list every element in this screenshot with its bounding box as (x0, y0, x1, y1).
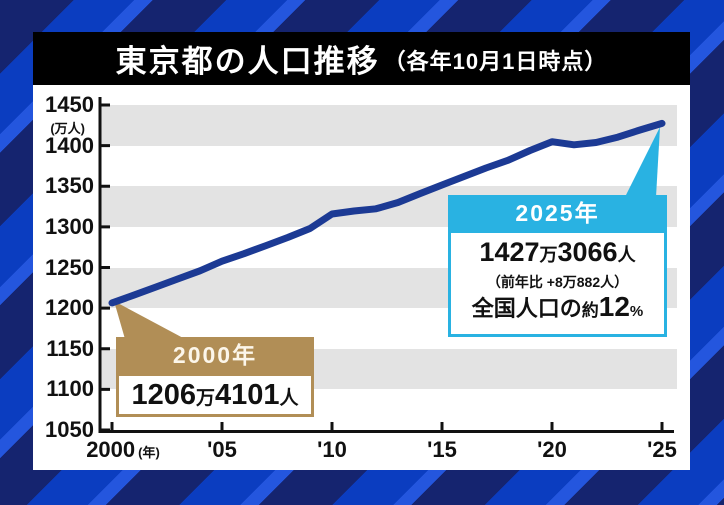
x-axis-ticks (110, 422, 664, 431)
x-tick-text: 2000 (86, 437, 136, 462)
callout-2025-year: 2025年 (448, 195, 667, 230)
y-axis-ticks (100, 103, 110, 432)
y-tick-label: 1400 (45, 132, 94, 158)
callout-2025-unit2: 人 (617, 245, 636, 265)
x-tick-label: '10 (317, 437, 347, 463)
callout-2025-body: 1427万3066人 （前年比 +8万882人） 全国人口の約12% (448, 230, 667, 337)
population-line-chart (98, 97, 674, 433)
callout-2025-num2: 3066 (557, 237, 618, 267)
callout-2000-value: 1206万4101人 (116, 373, 314, 417)
callout-2000: 2000年 1206万4101人 (116, 337, 314, 417)
page-subtitle: （各年10月1日時点） (383, 49, 608, 74)
y-tick-label: 1150 (46, 335, 94, 361)
callout-2000-num2: 4101 (215, 379, 280, 411)
x-tick-text: '10 (317, 437, 347, 462)
callout-2025-share-prefix: 全国人口の (471, 296, 582, 321)
y-tick-label: 1350 (45, 173, 94, 199)
y-tick-label: 1300 (45, 213, 94, 239)
x-tick-text: '25 (647, 437, 677, 462)
callout-2000-year: 2000年 (116, 337, 314, 373)
y-tick-label: 1250 (45, 254, 94, 280)
callout-2025-value: 1427万3066人 (451, 236, 664, 273)
callout-2000-unit1: 万 (195, 388, 215, 409)
callout-2025-yoy: （前年比 +8万882人） (486, 274, 629, 290)
callout-2000-num1: 1206 (131, 379, 196, 411)
x-tick-text: '15 (427, 437, 457, 462)
y-tick-label: 1050 (45, 417, 94, 442)
callout-2025-share-value: 12 (598, 291, 630, 322)
callout-2025-pointer (625, 127, 660, 197)
callout-2025-share-about: 約 (581, 301, 599, 320)
y-tick-label: 1100 (46, 376, 94, 402)
title-banner: 東京都の人口推移 （各年10月1日時点） (33, 32, 690, 85)
x-tick-text: '20 (537, 437, 567, 462)
callout-2025-share: 全国人口の約12% (451, 291, 664, 327)
axes (98, 97, 674, 433)
x-tick-label: 2000 (年) (86, 437, 160, 463)
grid-band (100, 105, 677, 146)
x-axis-unit-label: (年) (138, 445, 160, 460)
y-tick-label: 1200 (45, 295, 94, 321)
callout-2025-num1: 1427 (479, 237, 540, 267)
y-axis-unit-label: (万人) (50, 121, 85, 136)
callout-2025: 2025年 1427万3066人 （前年比 +8万882人） 全国人口の約12% (448, 195, 667, 337)
x-tick-label: '05 (207, 437, 237, 463)
callout-2025-share-unit: % (629, 303, 644, 320)
x-tick-text: '05 (207, 437, 237, 462)
x-tick-label: '15 (427, 437, 457, 463)
x-tick-label: '25 (647, 437, 677, 463)
chart-panel: (万人) 1450 1400 1350 1300 1250 1200 1150 1100 105… (33, 85, 690, 470)
page-title: 東京都の人口推移 (115, 44, 380, 79)
callout-2000-pointer (114, 301, 185, 339)
x-tick-label: '20 (537, 437, 567, 463)
population-line (108, 119, 666, 307)
callout-2025-unit1: 万 (539, 245, 558, 265)
y-tick-label: 1450 (45, 92, 94, 117)
callout-2000-unit2: 人 (279, 388, 299, 409)
